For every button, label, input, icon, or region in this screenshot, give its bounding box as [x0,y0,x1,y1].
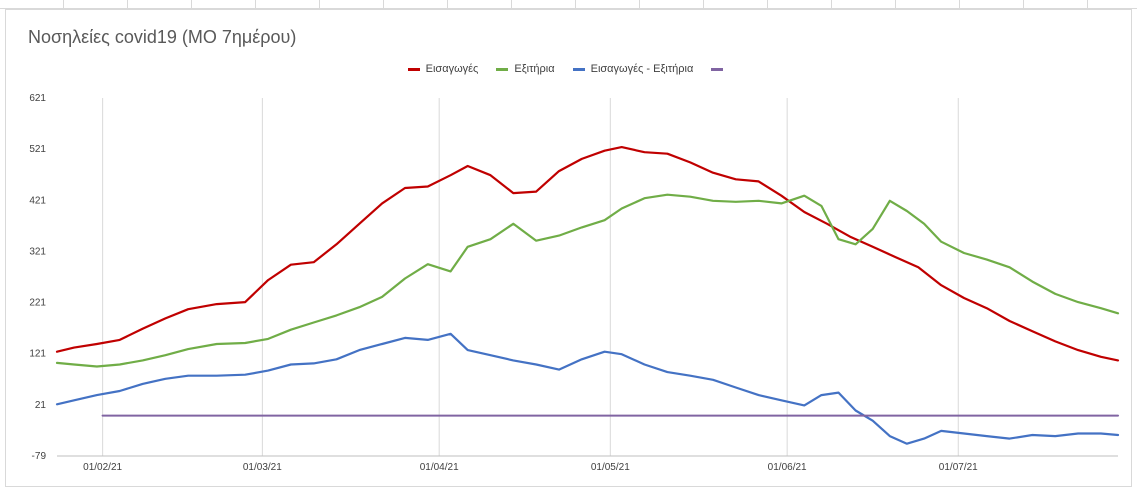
y-tick-label: 221 [29,298,46,309]
legend-item-zero-line [711,63,729,75]
y-tick-label: 121 [29,349,46,360]
legend-label-discharges: Εξιτήρια [514,63,555,75]
legend-swatch-admissions [407,67,420,71]
series-line-discharges [55,193,1120,368]
chart-title: Νοσηλείες covid19 (ΜΟ 7ημέρου) [28,27,297,47]
x-tick-label: 01/04/21 [420,462,459,473]
chart-legend: Εισαγωγές Εξιτήρια Εισαγωγές - Εξιτήρια [0,63,1137,75]
series-line-difference [55,332,1120,445]
x-tick-label: 01/03/21 [243,462,282,473]
legend-swatch-difference [572,67,585,71]
spreadsheet-grid [0,0,1137,9]
x-tick-label: 01/06/21 [768,462,807,473]
chart-area[interactable] [5,9,1132,487]
legend-swatch-zero-line [711,67,724,71]
legend-swatch-discharges [496,67,509,71]
legend-item-admissions: Εισαγωγές [407,63,479,75]
y-tick-label: 421 [29,195,46,206]
y-tick-label: -79 [32,451,47,462]
legend-label-difference: Εισαγωγές - Εξιτήρια [590,63,694,75]
legend-item-discharges: Εξιτήρια [496,63,555,75]
x-tick-label: 01/07/21 [939,462,978,473]
y-tick-label: 21 [35,400,47,411]
y-tick-label: 321 [29,246,46,257]
legend-item-difference: Εισαγωγές - Εξιτήρια [572,63,694,75]
x-tick-label: 01/02/21 [83,462,122,473]
y-tick-label: 521 [29,144,46,155]
legend-label-admissions: Εισαγωγές [425,63,479,75]
x-tick-label: 01/05/21 [591,462,630,473]
series-line-admissions [55,146,1120,362]
y-tick-label: 621 [29,93,46,104]
